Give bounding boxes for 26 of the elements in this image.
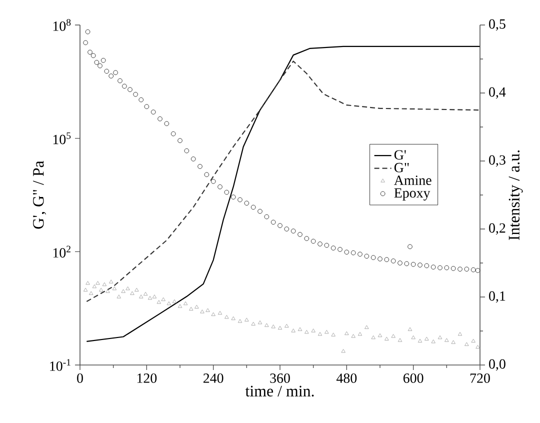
x-tick-label: 600 <box>403 373 424 383</box>
line-series <box>86 60 480 302</box>
y2-tick-label: 0,0 <box>489 359 506 371</box>
x-tick-label: 240 <box>203 373 224 383</box>
y2-axis-title: Intensity / a.u. <box>508 150 523 240</box>
y-tick-label: 10$^{-1}$ <box>50 359 70 371</box>
y2-tick-label: 0,3 <box>489 155 506 167</box>
y-tick-label: 10$^{8}$ <box>53 19 71 31</box>
x-tick-label: 0 <box>77 373 83 383</box>
y2-tick-label: 0,1 <box>489 291 506 303</box>
line-series <box>86 46 480 342</box>
x-tick-label: 120 <box>137 373 157 383</box>
legend-label: G' <box>394 150 406 160</box>
y-tick-label: 10$^{5}$ <box>53 132 71 144</box>
legend-label: Amine <box>394 176 432 186</box>
y2-tick-label: 0,5 <box>489 19 506 31</box>
x-tick-label: 480 <box>336 373 357 383</box>
legend-label: Epoxy <box>394 188 430 201</box>
x-axis-title: time / min. <box>245 386 314 397</box>
y2-tick-label: 0,2 <box>489 223 506 235</box>
y-tick-label: 10$^{2}$ <box>53 246 70 258</box>
x-tick-label: 720 <box>470 373 490 383</box>
y2-tick-label: 0,4 <box>489 87 506 99</box>
legend-label: G" <box>394 162 409 172</box>
x-tick-label: 360 <box>270 373 290 383</box>
y-axis-title: G', G" / Pa <box>33 160 46 229</box>
